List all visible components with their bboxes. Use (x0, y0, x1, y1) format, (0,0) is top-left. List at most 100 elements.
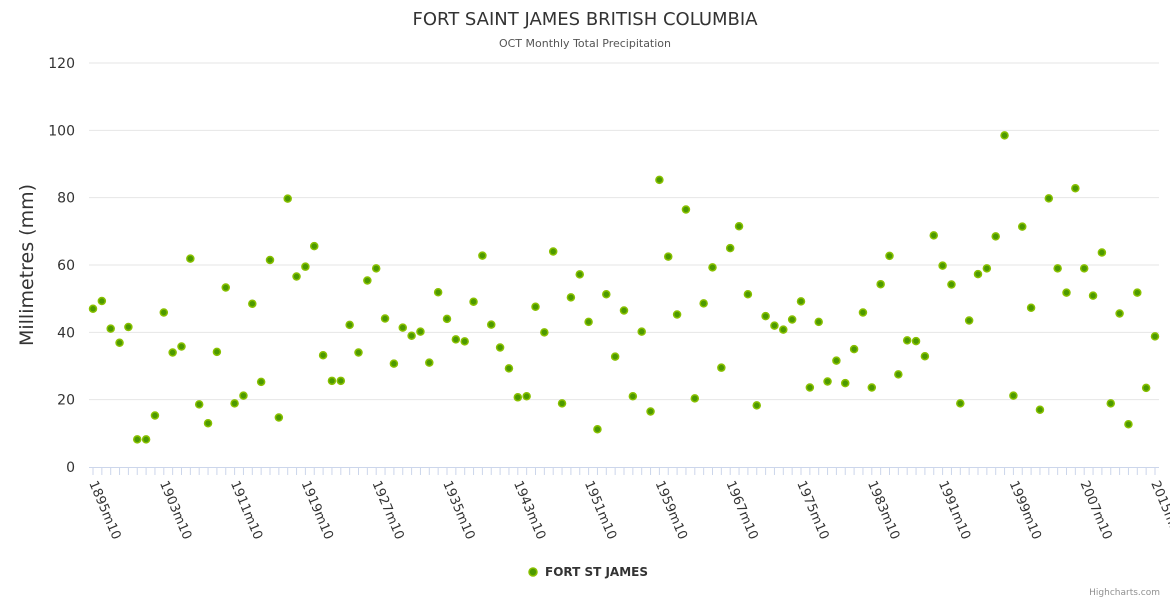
data-point[interactable]: 1915m10: 61.5 (265, 255, 275, 265)
legend-item[interactable]: FORT ST JAMES (528, 565, 648, 579)
data-point[interactable]: 1940m10: 42.3 (487, 320, 496, 329)
data-point[interactable]: 1996m10: 59 (982, 264, 992, 273)
data-point[interactable]: 2010m10: 18.9 (1106, 399, 1115, 408)
data-point[interactable]: 1943m10: 20.7 (513, 393, 523, 402)
data-point[interactable]: 1984m10: 54.3 (876, 279, 885, 289)
data-point[interactable]: 1931m10: 39 (407, 331, 416, 340)
data-point[interactable]: 1904m10: 34 (168, 348, 177, 357)
data-point[interactable]: 1919m10: 59.5 (301, 262, 310, 271)
data-point[interactable]: 1928m10: 44.1 (380, 314, 390, 323)
data-point[interactable]: 2014m10: 23.5 (1141, 383, 1151, 393)
data-point[interactable]: 1981m10: 35 (849, 344, 859, 354)
data-point[interactable]: 1903m10: 45.9 (159, 308, 169, 317)
data-point[interactable]: 1950m10: 57.2 (575, 270, 584, 279)
data-point[interactable]: 1953m10: 51.3 (602, 290, 611, 299)
data-point[interactable]: 2015m10: 38.8 (1150, 332, 1160, 341)
credits-link[interactable]: Highcharts.com (1089, 588, 1160, 598)
data-point[interactable]: 1961m10: 45.3 (672, 310, 682, 319)
data-point[interactable]: 1912m10: 21.2 (239, 391, 248, 400)
data-point[interactable]: 1926m10: 55.4 (363, 276, 372, 285)
data-point[interactable]: 1955m10: 46.5 (619, 306, 629, 315)
data-point[interactable]: 1932m10: 40.2 (416, 327, 425, 336)
data-point[interactable]: 1947m10: 64 (548, 247, 558, 256)
data-point[interactable]: 1923m10: 25.6 (336, 376, 346, 386)
data-point[interactable]: 1896m10: 49.3 (97, 296, 107, 306)
data-point[interactable]: 1909m10: 34.2 (212, 347, 222, 357)
data-point[interactable]: 1952m10: 11.2 (593, 425, 602, 434)
data-point[interactable]: 1979m10: 31.6 (832, 356, 841, 365)
data-point[interactable]: 1948m10: 18.9 (557, 399, 567, 408)
data-point[interactable]: 1917m10: 79.7 (283, 194, 292, 203)
data-point[interactable]: 1911m10: 18.9 (230, 399, 239, 408)
data-point[interactable]: 1954m10: 32.8 (610, 352, 620, 361)
data-point[interactable]: 1958m10: 16.5 (646, 407, 655, 416)
data-point[interactable]: 1969m10: 51.3 (743, 290, 753, 299)
data-point[interactable]: 1968m10: 71.5 (734, 222, 744, 231)
data-point[interactable]: 1895m10: 47 (88, 304, 98, 314)
data-point[interactable]: 1988m10: 37.4 (911, 336, 921, 346)
data-point[interactable]: 1941m10: 35.5 (495, 343, 505, 352)
data-point[interactable]: 1957m10: 40.2 (637, 327, 646, 336)
data-point[interactable]: 2005m10: 51.8 (1062, 288, 1071, 297)
data-point[interactable]: 1982m10: 45.9 (858, 308, 868, 317)
data-point[interactable]: 2002m10: 17 (1035, 405, 1045, 415)
data-point[interactable]: 1924m10: 42.2 (345, 320, 354, 330)
data-point[interactable]: 1959m10: 85.3 (655, 175, 664, 185)
data-point[interactable]: 1929m10: 30.7 (389, 359, 399, 368)
data-point[interactable]: 2007m10: 59 (1079, 264, 1089, 273)
data-point[interactable]: 1989m10: 32.9 (920, 351, 930, 361)
data-point[interactable]: 1901m10: 8.2 (141, 435, 151, 444)
data-point[interactable]: 2011m10: 45.6 (1115, 309, 1124, 318)
data-point[interactable]: 1980m10: 24.9 (841, 378, 850, 388)
data-point[interactable]: 1970m10: 18.3 (752, 401, 761, 410)
data-point[interactable]: 1946m10: 40 (540, 328, 549, 337)
data-point[interactable]: 1987m10: 37.6 (902, 336, 912, 345)
data-point[interactable]: 1997m10: 68.5 (991, 232, 1000, 241)
data-point[interactable]: 1906m10: 61.9 (186, 254, 195, 263)
data-point[interactable]: 1974m10: 43.8 (787, 315, 797, 324)
data-point[interactable]: 1930m10: 41.4 (398, 323, 407, 332)
data-point[interactable]: 2000m10: 71.4 (1018, 222, 1027, 231)
data-point[interactable]: 1991m10: 59.8 (938, 261, 947, 270)
data-point[interactable]: 1922m10: 25.6 (327, 376, 337, 386)
data-point[interactable]: 1983m10: 23.6 (867, 383, 877, 392)
data-point[interactable]: 1934m10: 51.9 (433, 288, 443, 297)
data-point[interactable]: 1949m10: 50.4 (566, 293, 576, 302)
data-point[interactable]: 1994m10: 43.5 (964, 316, 974, 325)
data-point[interactable]: 1951m10: 43.1 (584, 317, 593, 327)
data-point[interactable]: 1899m10: 41.6 (124, 322, 133, 332)
data-point[interactable]: 1944m10: 21 (522, 392, 531, 401)
data-point[interactable]: 1995m10: 57.3 (973, 269, 983, 279)
data-point[interactable]: 1936m10: 37.9 (451, 335, 461, 344)
data-point[interactable]: 1956m10: 21 (628, 392, 638, 401)
data-point[interactable]: 1933m10: 31 (425, 358, 434, 367)
data-point[interactable]: 1990m10: 68.8 (929, 231, 938, 240)
data-point[interactable]: 2012m10: 12.7 (1124, 419, 1133, 429)
data-point[interactable]: 1927m10: 59 (371, 264, 381, 273)
data-point[interactable]: 1945m10: 47.6 (531, 302, 540, 311)
data-point[interactable]: 1902m10: 15.3 (150, 411, 160, 420)
data-point[interactable]: 2001m10: 47.3 (1026, 303, 1036, 313)
data-point[interactable]: 1900m10: 8.2 (133, 435, 142, 444)
data-point[interactable]: 1960m10: 62.5 (664, 252, 673, 261)
data-point[interactable]: 1925m10: 34 (354, 348, 363, 357)
data-point[interactable]: 1967m10: 65 (725, 243, 735, 253)
data-point[interactable]: 1992m10: 54.2 (947, 280, 956, 289)
data-point[interactable]: 1935m10: 44 (442, 314, 452, 324)
data-point[interactable]: 1907m10: 18.6 (194, 400, 204, 409)
data-point[interactable]: 1998m10: 98.5 (1000, 131, 1009, 140)
data-point[interactable]: 1963m10: 20.4 (690, 394, 700, 403)
data-point[interactable]: 1993m10: 18.9 (956, 399, 965, 408)
data-point[interactable]: 2004m10: 59 (1053, 264, 1062, 273)
data-point[interactable]: 1978m10: 25.4 (823, 377, 832, 386)
data-point[interactable]: 1914m10: 25.3 (256, 377, 266, 387)
data-point[interactable]: 1910m10: 53.3 (221, 283, 230, 292)
data-point[interactable]: 2013m10: 51.8 (1133, 288, 1142, 297)
data-point[interactable]: 1966m10: 29.5 (717, 363, 726, 372)
data-point[interactable]: 1921m10: 33.2 (318, 350, 328, 360)
data-point[interactable]: 1908m10: 13 (203, 418, 213, 428)
data-point[interactable]: 1918m10: 56.6 (292, 272, 301, 281)
data-point[interactable]: 1977m10: 43.1 (814, 317, 823, 327)
data-point[interactable]: 1916m10: 14.7 (274, 413, 284, 422)
data-point[interactable]: 1971m10: 44.8 (761, 311, 770, 321)
